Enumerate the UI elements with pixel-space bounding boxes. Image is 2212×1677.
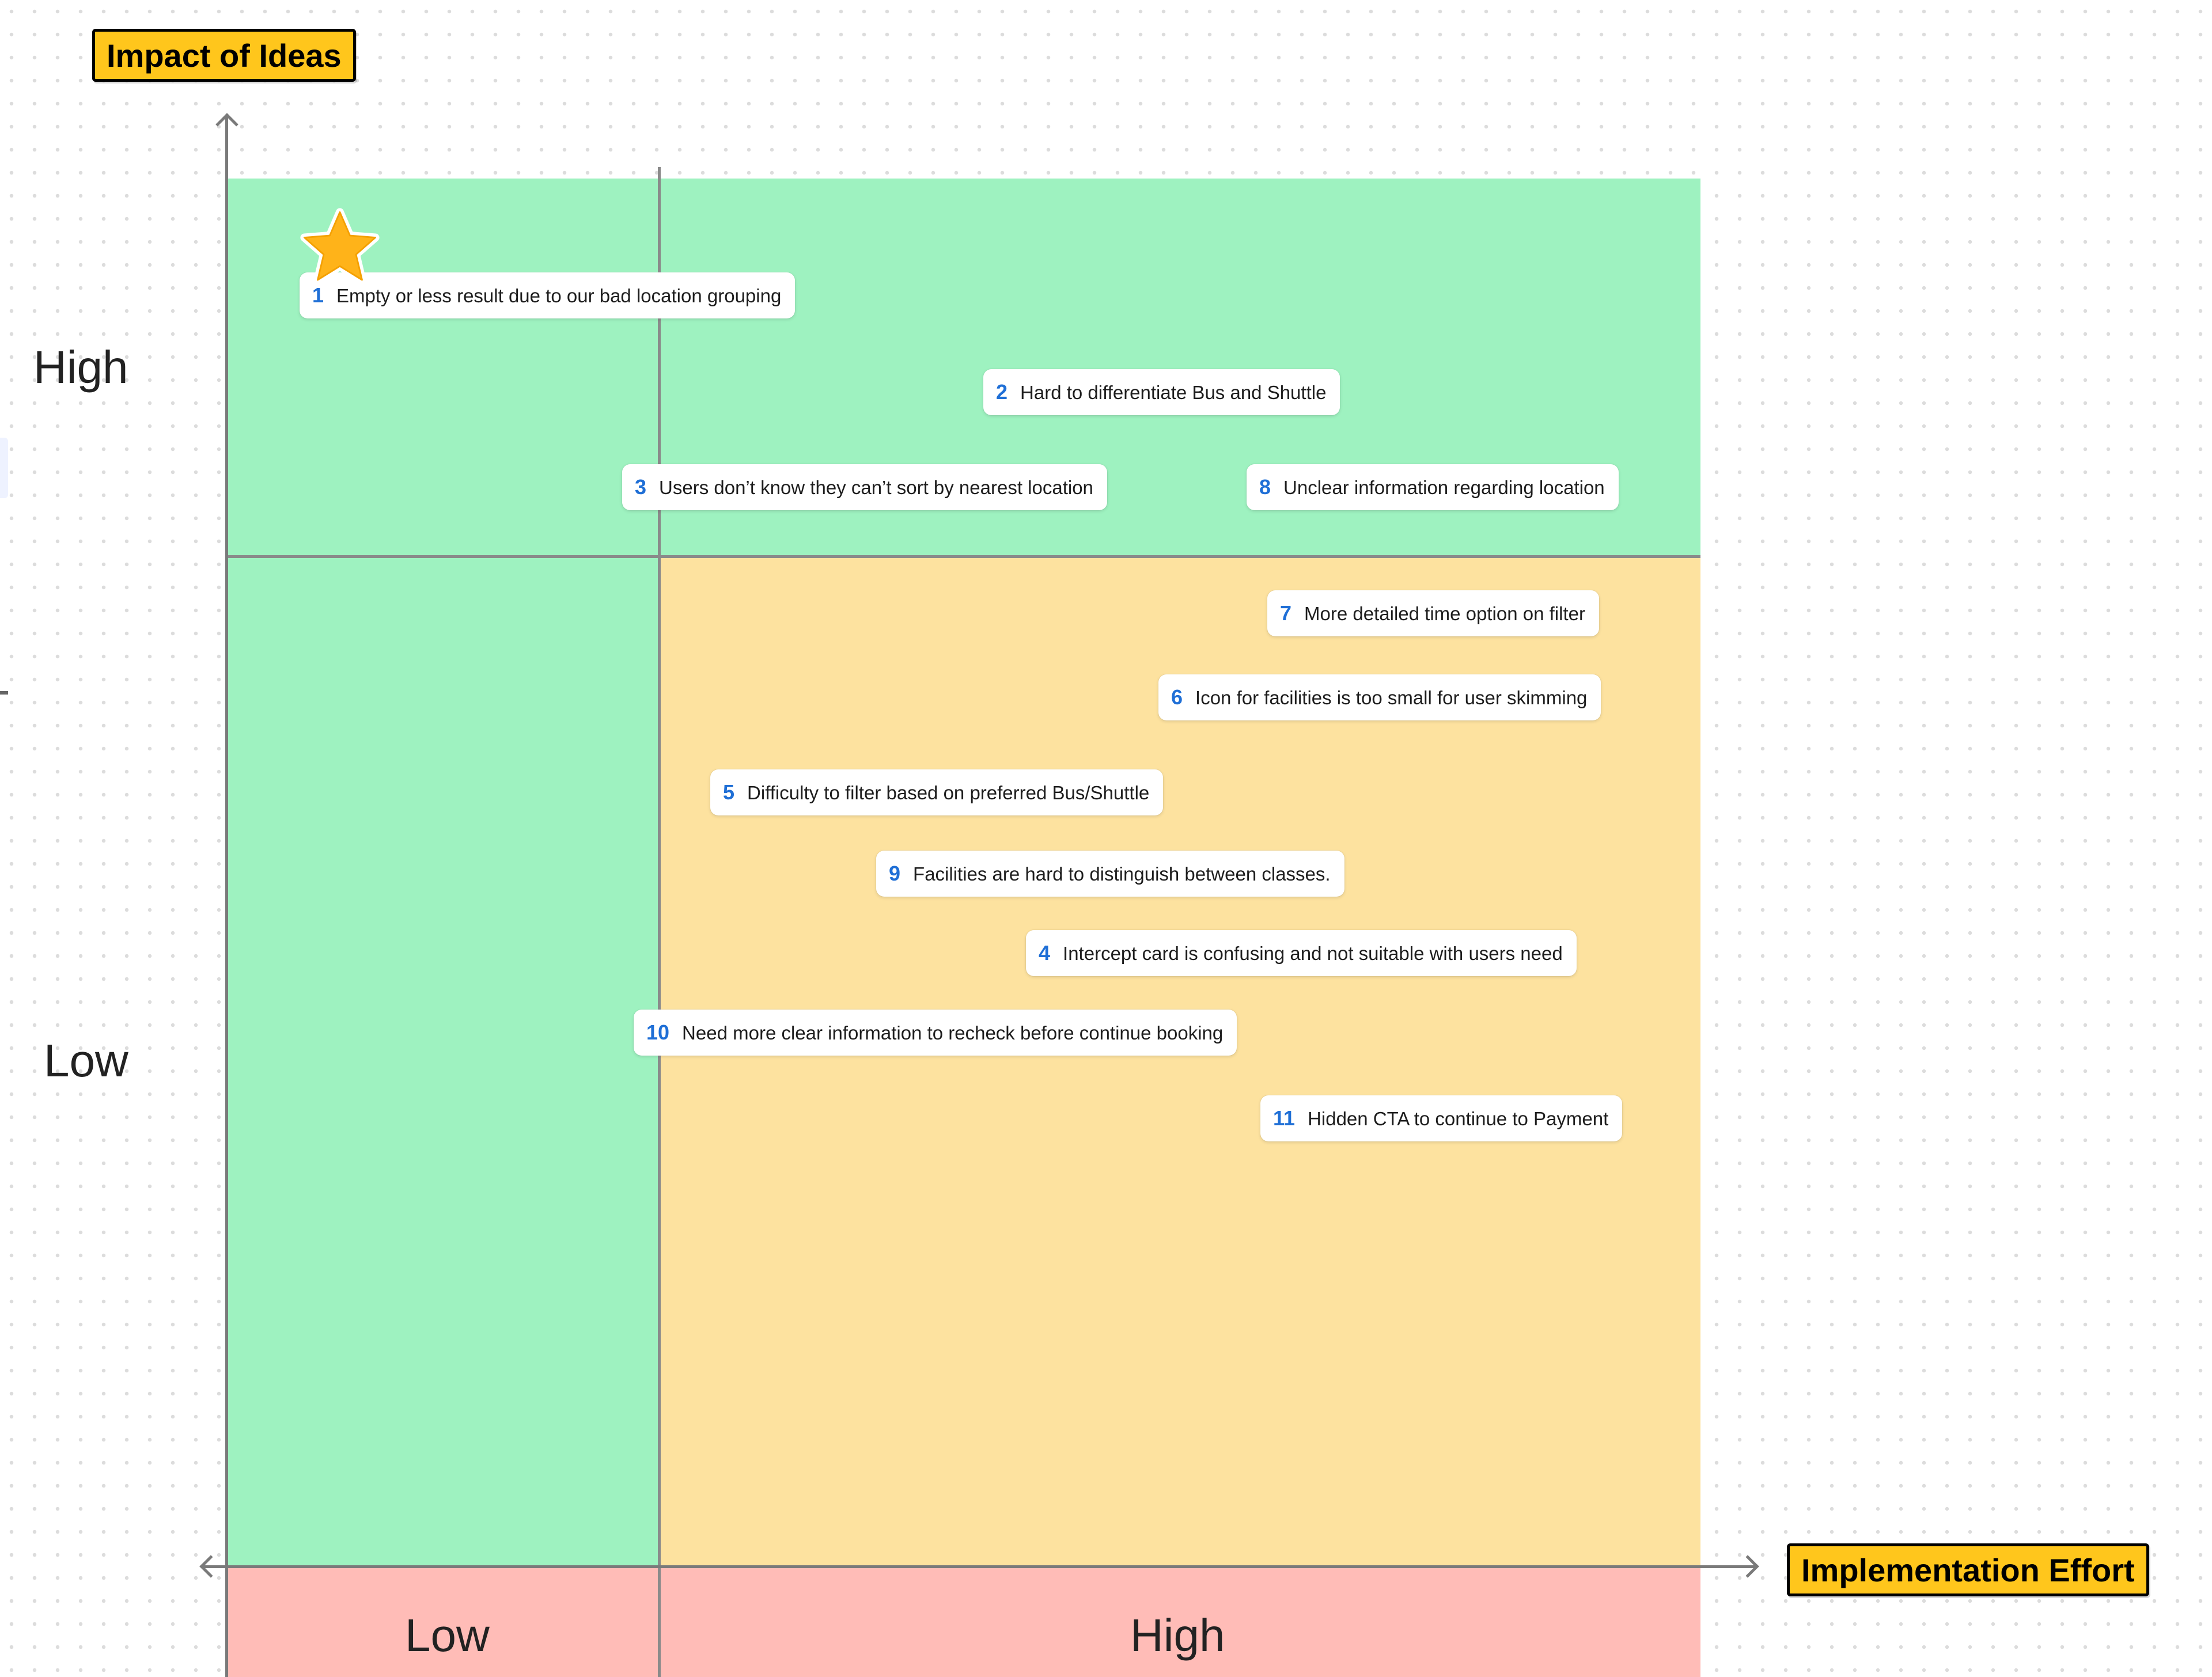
idea-card-1[interactable]: 1 Empty or less result due to our bad lo…: [300, 272, 796, 318]
idea-card-10[interactable]: 10 Need more clear information to rechec…: [634, 1010, 1237, 1056]
x-level-high: High: [1130, 1610, 1225, 1661]
idea-card-3[interactable]: 3 Users don’t know they can’t sort by ne…: [622, 464, 1107, 510]
idea-card-2[interactable]: 2 Hard to differentiate Bus and Shuttle: [983, 369, 1340, 415]
idea-card-4[interactable]: 4 Intercept card is confusing and not su…: [1026, 930, 1577, 976]
idea-number: 8: [1259, 475, 1271, 499]
idea-number: 5: [723, 780, 735, 804]
x-level-low: Low: [405, 1610, 490, 1661]
vertical-divider: [658, 167, 661, 1677]
star-icon: [300, 208, 380, 284]
idea-card-8[interactable]: 8 Unclear information regarding location: [1247, 464, 1619, 510]
idea-text: Difficulty to filter based on preferred …: [747, 781, 1150, 803]
offscreen-mark: [0, 691, 8, 695]
idea-text: Hidden CTA to continue to Payment: [1308, 1107, 1609, 1129]
x-axis-right-arrow-icon: [1736, 1555, 1759, 1578]
idea-text: Users don’t know they can’t sort by near…: [659, 476, 1093, 498]
y-axis: [225, 115, 228, 1677]
idea-text: Icon for facilities is too small for use…: [1195, 686, 1588, 708]
x-axis-left-arrow-icon: [199, 1555, 222, 1578]
low-effort-low-impact-zone: [227, 556, 660, 1566]
horizontal-divider: [227, 555, 1700, 558]
idea-card-11[interactable]: 11 Hidden CTA to continue to Payment: [1260, 1095, 1623, 1141]
effort-level-band: [227, 1566, 1700, 1677]
y-axis-title: Impact of Ideas: [92, 29, 356, 82]
idea-text: Intercept card is confusing and not suit…: [1063, 942, 1563, 964]
idea-number: 9: [889, 862, 901, 885]
idea-card-9[interactable]: 9 Facilities are hard to distinguish bet…: [876, 851, 1344, 897]
idea-text: Unclear information regarding location: [1283, 476, 1605, 498]
idea-number: 10: [646, 1020, 670, 1044]
y-axis-arrow-icon: [215, 113, 238, 136]
idea-number: 6: [1171, 685, 1183, 709]
idea-number: 3: [635, 475, 647, 499]
idea-card-6[interactable]: 6 Icon for facilities is too small for u…: [1158, 674, 1601, 720]
idea-number: 2: [996, 380, 1008, 404]
high-effort-low-impact-zone: [660, 556, 1700, 1566]
idea-text: More detailed time option on filter: [1304, 602, 1585, 624]
idea-text: Hard to differentiate Bus and Shuttle: [1020, 381, 1327, 403]
idea-text: Empty or less result due to our bad loca…: [336, 284, 782, 306]
idea-number: 4: [1039, 941, 1051, 965]
y-level-high: High: [33, 342, 128, 393]
idea-number: 11: [1273, 1106, 1296, 1130]
offscreen-shape: [0, 438, 8, 498]
idea-number: 7: [1280, 601, 1292, 625]
x-axis: [202, 1565, 1757, 1568]
idea-card-7[interactable]: 7 More detailed time option on filter: [1267, 590, 1599, 636]
x-axis-title: Implementation Effort: [1787, 1543, 2149, 1596]
idea-card-5[interactable]: 5 Difficulty to filter based on preferre…: [710, 769, 1164, 815]
y-level-low: Low: [44, 1035, 128, 1086]
idea-text: Facilities are hard to distinguish betwe…: [913, 863, 1331, 885]
idea-text: Need more clear information to recheck b…: [682, 1022, 1224, 1044]
idea-number: 1: [312, 283, 324, 307]
